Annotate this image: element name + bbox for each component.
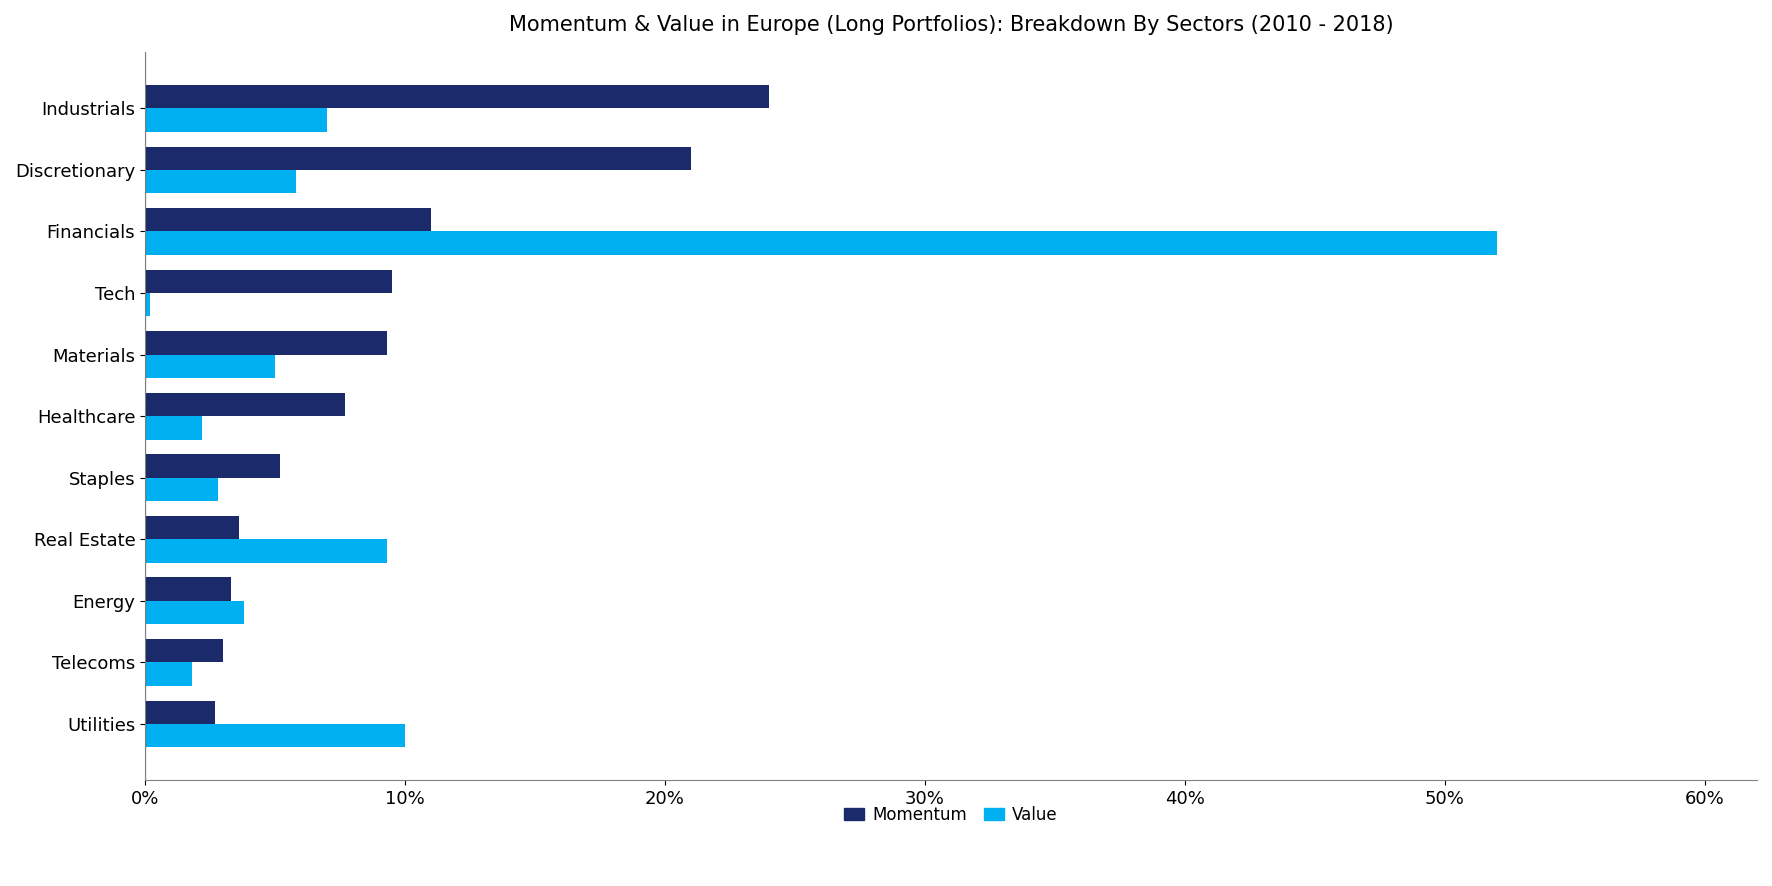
Bar [145,516,239,540]
Bar [145,663,191,686]
Bar [145,724,406,747]
Legend: Momentum, Value: Momentum, Value [838,799,1065,830]
Bar [145,170,296,193]
Bar [145,108,328,132]
Bar [145,540,386,563]
Bar [145,231,1497,255]
Bar [145,392,346,416]
Bar [145,701,214,724]
Bar [145,85,769,108]
Bar [145,416,202,439]
Bar [145,293,151,316]
Bar [145,639,223,663]
Bar [145,331,386,354]
Bar [145,601,245,625]
Bar [145,478,218,501]
Bar [145,578,230,601]
Title: Momentum & Value in Europe (Long Portfolios): Breakdown By Sectors (2010 - 2018): Momentum & Value in Europe (Long Portfol… [509,15,1393,35]
Bar [145,354,275,378]
Bar [145,208,431,231]
Bar [145,269,392,293]
Bar [145,146,691,170]
Bar [145,455,280,478]
